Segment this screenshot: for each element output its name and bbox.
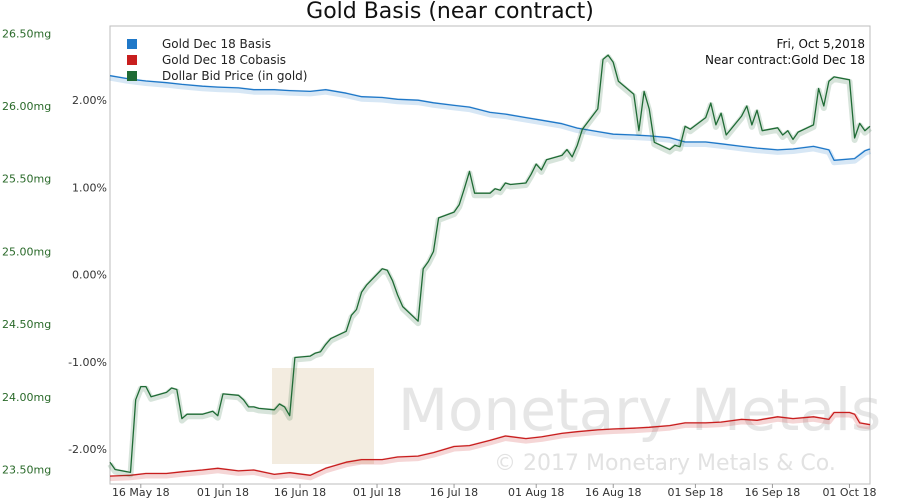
right-axis-tick-label: -2.00% [68, 443, 107, 456]
legend-label: Gold Dec 18 Cobasis [162, 53, 286, 67]
left-axis-tick-label: 25.00mg [2, 245, 51, 258]
legend: Gold Dec 18 Basis Gold Dec 18 Cobasis Doll… [127, 37, 307, 83]
left-axis-tick-label: 26.50mg [2, 27, 51, 40]
chart-title: Gold Basis (near contract) [306, 0, 594, 24]
info-box: Fri, Oct 5,2018 Near contract:Gold Dec 1… [705, 37, 865, 67]
legend-label: Gold Dec 18 Basis [162, 37, 271, 51]
series-line-glow [109, 74, 871, 166]
x-axis-tick-label: 01 Oct 18 [822, 486, 876, 499]
x-axis-tick-label: 01 Jun 18 [197, 486, 249, 499]
x-axis-tick-label: 01 Aug 18 [508, 486, 564, 499]
left-axis-tick-label: 24.00mg [2, 391, 51, 404]
series-lines [107, 54, 872, 482]
x-axis-tick-label: 16 May 18 [112, 486, 170, 499]
info-contract: Near contract:Gold Dec 18 [705, 53, 865, 67]
left-axis-tick-label: 26.00mg [2, 100, 51, 113]
legend-label: Dollar Bid Price (in gold) [162, 69, 307, 83]
legend-swatch [127, 55, 137, 65]
x-axis-tick-label: 01 Jul 18 [353, 486, 401, 499]
series-line-1 [109, 411, 871, 477]
watermark-copyright: © 2017 Monetary Metals & Co. [494, 451, 836, 476]
legend-swatch [127, 71, 137, 81]
left-axis-tick-label: 23.50mg [2, 463, 51, 476]
info-date: Fri, Oct 5,2018 [777, 37, 865, 51]
right-axis-tick-label: 2.00% [72, 94, 107, 107]
legend-swatch [127, 39, 137, 49]
x-axis-tick-label: 01 Sep 18 [668, 486, 724, 499]
x-axis-tick-label: 16 Sep 18 [745, 486, 801, 499]
series-line-glow [109, 411, 871, 482]
right-axis-tick-label: 0.00% [72, 269, 107, 282]
plot-frame [109, 25, 871, 485]
right-axis-tick-label: 1.00% [72, 181, 107, 194]
axes: 26.50mg 26.00mg 25.50mg 25.00mg 24.50mg 24.00… [2, 27, 876, 499]
series-line-0 [109, 75, 871, 161]
watermark-logo-icon [272, 368, 374, 464]
left-axis-tick-label: 25.50mg [2, 173, 51, 186]
x-axis-tick-label: 16 Jun 18 [274, 486, 326, 499]
watermark-brand: Monetary Metals [398, 376, 881, 444]
left-axis-tick-label: 24.50mg [2, 318, 51, 331]
watermark: Monetary Metals © 2017 Monetary Metals &… [272, 368, 881, 476]
x-axis-tick-label: 16 Aug 18 [585, 486, 641, 499]
x-axis-tick-label: 16 Jul 18 [430, 486, 478, 499]
right-axis-tick-label: -1.00% [68, 356, 107, 369]
series-line-2 [109, 54, 871, 474]
